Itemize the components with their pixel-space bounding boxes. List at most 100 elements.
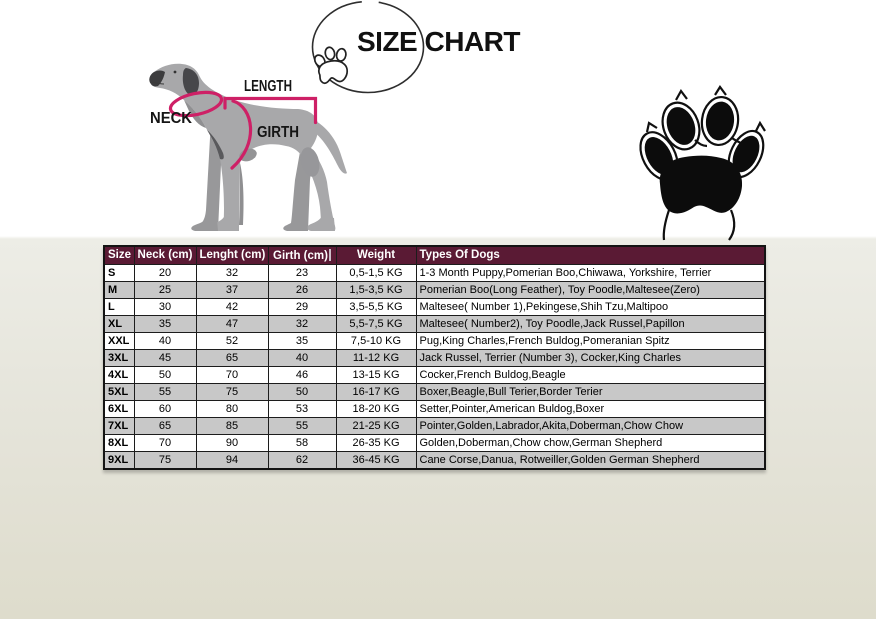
- girth-measure-arc: [230, 99, 253, 170]
- cell-length: 80: [195, 400, 269, 418]
- cell-size: 7XL: [103, 417, 135, 435]
- text-caret: [328, 248, 331, 261]
- cell-neck: 35: [133, 315, 197, 333]
- measurement-marks: [168, 90, 318, 170]
- cell-weight: 7,5-10 KG: [335, 332, 417, 350]
- neck-label: NECK: [150, 110, 193, 127]
- length-label: LENGTH: [244, 78, 292, 95]
- cell-weight: 1,5-3,5 KG: [335, 281, 417, 299]
- cell-length: 65: [195, 349, 269, 367]
- cell-weight: 3,5-5,5 KG: [335, 298, 417, 316]
- cell-length: 90: [195, 434, 269, 452]
- cell-size: 8XL: [103, 434, 135, 452]
- cell-girth: 32: [267, 315, 337, 333]
- cell-size: S: [103, 264, 135, 282]
- table-body: S 20 32 23 0,5-1,5 KG 1-3 Month Puppy,Pomeria…: [103, 264, 766, 470]
- cell-weight: 16-17 KG: [335, 383, 417, 401]
- dog-shading: [184, 100, 320, 225]
- cell-types: Maltesee( Number 1),Pekingese,Shih Tzu,M…: [415, 298, 766, 316]
- header-girth-label: Girth (cm): [273, 249, 328, 262]
- cell-size: L: [103, 298, 135, 316]
- cell-types: Golden,Doberman,Chow chow,German Shepher…: [415, 434, 766, 452]
- cell-girth: 23: [267, 264, 337, 282]
- cell-girth: 35: [267, 332, 337, 350]
- cell-length: 75: [195, 383, 269, 401]
- cell-size: 3XL: [103, 349, 135, 367]
- table-row: XXL 40 52 35 7,5-10 KG Pug,King Charles,Frenc…: [103, 332, 766, 350]
- cell-girth: 46: [267, 366, 337, 384]
- cell-length: 70: [195, 366, 269, 384]
- cell-types: Jack Russel, Terrier (Number 3), Cocker,…: [415, 349, 766, 367]
- paw-print-icon: [639, 85, 766, 241]
- cell-girth: 53: [267, 400, 337, 418]
- page-title: SIZE CHART: [357, 26, 521, 57]
- header-neck: Neck (cm): [133, 245, 197, 265]
- cell-girth: 40: [267, 349, 337, 367]
- table-row: 9XL 75 94 62 36-45 KG Cane Corse,Danua, Rotwe…: [103, 451, 766, 470]
- table-row: XL 35 47 32 5,5-7,5 KG Maltesee( Number2), To…: [103, 315, 766, 333]
- cell-types: Boxer,Beagle,Bull Terier,Border Terier: [415, 383, 766, 401]
- cell-girth: 29: [267, 298, 337, 316]
- cell-length: 47: [195, 315, 269, 333]
- cell-weight: 18-20 KG: [335, 400, 417, 418]
- neck-measure-ellipse: [168, 90, 224, 118]
- table-row: 4XL 50 70 46 13-15 KG Cocker,French Buldog,Be…: [103, 366, 766, 384]
- cell-girth: 58: [267, 434, 337, 452]
- cell-length: 52: [195, 332, 269, 350]
- cell-weight: 36-45 KG: [335, 451, 417, 470]
- table-row: S 20 32 23 0,5-1,5 KG 1-3 Month Puppy,Pomeria…: [103, 264, 766, 282]
- cell-types: Maltesee( Number2), Toy Poodle,Jack Russ…: [415, 315, 766, 333]
- cell-length: 85: [195, 417, 269, 435]
- cell-size: 6XL: [103, 400, 135, 418]
- cell-size: XXL: [103, 332, 135, 350]
- cell-neck: 30: [133, 298, 197, 316]
- cell-size: XL: [103, 315, 135, 333]
- length-measure-bracket: [223, 96, 318, 125]
- cell-girth: 55: [267, 417, 337, 435]
- header-girth[interactable]: Girth (cm): [267, 245, 337, 265]
- cell-girth: 26: [267, 281, 337, 299]
- dog-head-details: [149, 68, 199, 96]
- cell-length: 42: [195, 298, 269, 316]
- cell-size: 4XL: [103, 366, 135, 384]
- cell-neck: 70: [133, 434, 197, 452]
- cell-types: Cane Corse,Danua, Rotweiller,Golden Germ…: [415, 451, 766, 470]
- table-row: L 30 42 29 3,5-5,5 KG Maltesee( Number 1),Pek…: [103, 298, 766, 316]
- cell-length: 32: [195, 264, 269, 282]
- table-row: 3XL 45 65 40 11-12 KG Jack Russel, Terrier (N…: [103, 349, 766, 367]
- paw-pads: [644, 101, 760, 214]
- cell-weight: 21-25 KG: [335, 417, 417, 435]
- cell-types: Cocker,French Buldog,Beagle: [415, 366, 766, 384]
- cell-length: 37: [195, 281, 269, 299]
- dog-body: [149, 63, 336, 231]
- cell-neck: 50: [133, 366, 197, 384]
- cell-types: Pointer,Golden,Labrador,Akita,Doberman,C…: [415, 417, 766, 435]
- table-row: 7XL 65 85 55 21-25 KG Pointer,Golden,Labrador…: [103, 417, 766, 435]
- cell-weight: 0,5-1,5 KG: [335, 264, 417, 282]
- cell-girth: 50: [267, 383, 337, 401]
- cell-neck: 20: [133, 264, 197, 282]
- table-row: 8XL 70 90 58 26-35 KG Golden,Doberman,Chow ch…: [103, 434, 766, 452]
- dog-paws: [191, 215, 335, 231]
- table-row: M 25 37 26 1,5-3,5 KG Pomerian Boo(Long Feath…: [103, 281, 766, 299]
- table-row: 6XL 60 80 53 18-20 KG Setter,Pointer,American…: [103, 400, 766, 418]
- cell-weight: 13-15 KG: [335, 366, 417, 384]
- header-weight: Weight: [335, 245, 417, 265]
- cell-neck: 55: [133, 383, 197, 401]
- paw-outline-icon: [313, 46, 349, 85]
- header-size: Size: [103, 245, 135, 265]
- cell-weight: 11-12 KG: [335, 349, 417, 367]
- cell-types: Setter,Pointer,American Buldog,Boxer: [415, 400, 766, 418]
- table-header-row: Size Neck (cm) Lenght (cm) Girth (cm) We…: [103, 245, 766, 265]
- cell-size: 9XL: [103, 451, 135, 470]
- dog-tail: [310, 120, 347, 174]
- cell-neck: 75: [133, 451, 197, 470]
- title-circle-icon: [311, 0, 425, 94]
- cell-types: Pomerian Boo(Long Feather), Toy Poodle,M…: [415, 281, 766, 299]
- size-chart-table: Size Neck (cm) Lenght (cm) Girth (cm) We…: [103, 245, 766, 470]
- header-length: Lenght (cm): [195, 245, 269, 265]
- dog-measurement-illustration: NECK LENGTH GIRTH: [149, 63, 347, 231]
- table-row: 5XL 55 75 50 16-17 KG Boxer,Beagle,Bull Terie…: [103, 383, 766, 401]
- cell-girth: 62: [267, 451, 337, 470]
